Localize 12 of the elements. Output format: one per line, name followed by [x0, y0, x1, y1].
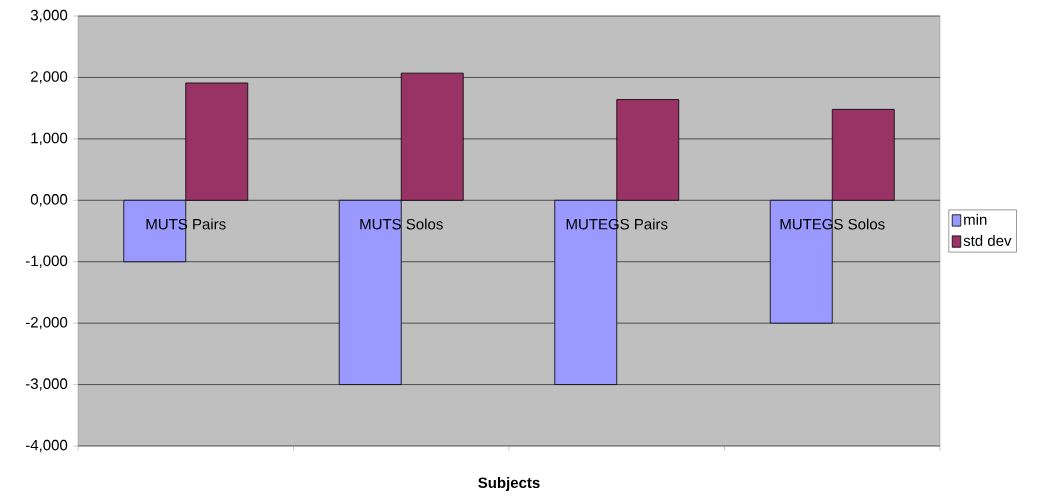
y-tick-label: -1,000	[25, 255, 68, 268]
legend-label: min	[964, 213, 987, 225]
y-tick-label: 2,000	[31, 71, 68, 84]
legend-label: std dev	[963, 235, 1012, 247]
y-tick-label: -4,000	[25, 439, 68, 453]
x-tick-label: MUTS Solos	[360, 218, 443, 230]
y-tick-label: 0,000	[30, 194, 68, 207]
y-tick-label: -3,000	[25, 378, 68, 391]
y-tick-label: 1,000	[31, 132, 68, 146]
y-tick-label: 3,000	[30, 9, 68, 23]
x-axis-title: Subjects	[478, 477, 540, 491]
y-tick-label: -2,000	[25, 316, 68, 330]
